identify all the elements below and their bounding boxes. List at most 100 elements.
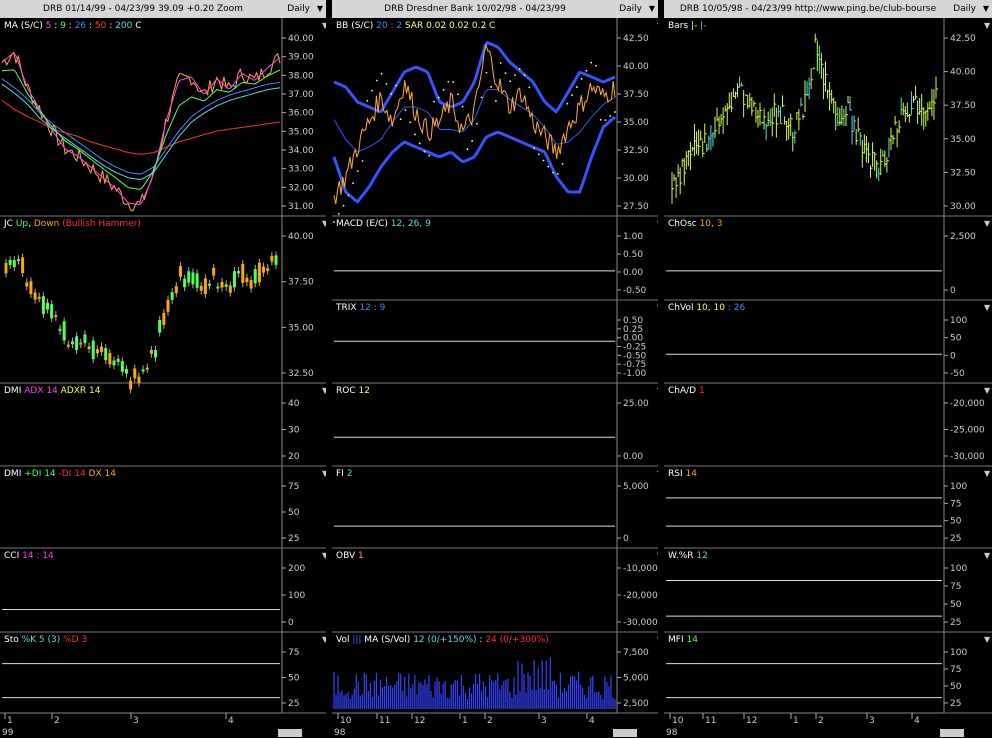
panel-menu-icon[interactable]: ▼ (657, 551, 658, 560)
sar-dot (342, 204, 345, 207)
period-select[interactable]: Daily (619, 4, 642, 14)
sar-dot (433, 100, 435, 103)
panel-bb[interactable]: ▼ BB (S/C) 20 : 2 SAR 0.02 0.02 0.2 C 42.… (332, 21, 658, 223)
y-tick-label: 25 (288, 534, 299, 544)
panel-ma[interactable]: ▼ MA (S/C) 5 : 9 : 26 : 50 : 200 C 40.00 3… (0, 21, 326, 217)
candle-body (237, 271, 241, 274)
y-tick-label: 100 (950, 564, 967, 574)
sar-dot (518, 68, 521, 70)
candle-body (50, 304, 54, 319)
panel-menu-icon[interactable]: ▼ (984, 21, 991, 30)
panel-title-part: %D 3 (60, 635, 87, 645)
period-select[interactable]: Daily (287, 4, 310, 14)
chart-window-c3: DRB 10/05/98 - 04/23/99 http://www.ping.… (664, 0, 992, 738)
chevron-down-icon[interactable]: ▼ (982, 4, 989, 13)
panel-title-part: Down (34, 219, 60, 229)
window-titlebar[interactable]: DRB 10/05/98 - 04/23/99 http://www.ping.… (664, 0, 992, 18)
panel-chvol[interactable]: ▼ ChVol 10, 10 : 26 100 50 0 -50 (664, 0, 992, 384)
chevron-down-icon[interactable]: ▼ (648, 4, 655, 13)
ma26-line (1, 78, 281, 175)
sar-dot (390, 93, 393, 95)
panel-menu-icon[interactable]: ▼ (322, 551, 326, 560)
sar-dot (366, 99, 369, 102)
panel-title-part: 12 (358, 386, 369, 396)
panel-menu-icon[interactable]: ▼ (984, 469, 991, 478)
candle-body (116, 358, 120, 362)
panel-menu-icon[interactable]: ▼ (657, 303, 658, 312)
panel-roc[interactable]: ▼ ROC 12 25.00 0.00 (332, 0, 658, 467)
sar-dot (490, 85, 493, 88)
scroll-handle[interactable] (613, 729, 637, 737)
chevron-down-icon[interactable]: ▼ (316, 4, 323, 13)
x-tick-label: 1 (793, 716, 799, 726)
panel-menu-icon[interactable]: ▼ (322, 21, 326, 30)
panel-vol[interactable]: ▼ Vol ||| MA (S/Vol) 12 (0/+150%) : 24 (0… (332, 0, 658, 714)
panel-dmi2[interactable]: ▼ DMI +DI 14 -DI 14 DX 14 75 50 25 (0, 0, 326, 549)
y-tick-label: 0.00 (623, 334, 643, 344)
y-tick-label: -1.00 (623, 369, 647, 379)
panel-title-part: 5 (46, 21, 52, 31)
panel-obv[interactable]: ▼ OBV 1 -10,000 -20,000 -30,000 (332, 0, 658, 633)
period-select[interactable]: Daily (953, 4, 976, 14)
panel-bars[interactable]: ▼ Bars |- |- 42.50 40.00 37.50 35.00 32.50 30.0… (664, 21, 992, 217)
y-tick-label: 33.00 (288, 165, 314, 175)
y-tick-label: 7,500 (623, 648, 649, 658)
y-tick-label: 40.00 (288, 34, 314, 44)
panel-title: MA (S/C) 5 : 9 : 26 : 50 : 200 C (4, 21, 141, 31)
panel-menu-icon[interactable]: ▼ (322, 386, 326, 395)
y-tick-label: 40 (288, 399, 300, 409)
panel-chad[interactable]: ▼ ChA/D 1 -20,000 -25,000 -30,000 (664, 0, 992, 467)
panel-menu-icon[interactable]: ▼ (657, 469, 658, 478)
panel-title-part: : (51, 21, 60, 31)
candle-body (120, 361, 124, 372)
panel-cci[interactable]: ▼ CCI 14 : 14 200 100 0 (0, 0, 326, 633)
bb-mid (333, 89, 616, 153)
panel-trix[interactable]: ▼TRIX 12 : 90.500.250.00-0.25-0.50-0.75-… (332, 0, 658, 384)
x-year-label: 98 (334, 728, 346, 738)
panel-jc[interactable]: ▼ JC Up, Down (Bullish Hammer) 40.00 37.50 3… (0, 219, 326, 394)
panel-title-part: ChVol (668, 303, 696, 313)
panel-menu-icon[interactable]: ▼ (984, 551, 991, 560)
panel-menu-icon[interactable]: ▼ (984, 303, 991, 312)
candle-body (191, 272, 195, 285)
panel-menu-icon[interactable]: ▼ (657, 21, 658, 30)
panel-menu-icon[interactable]: ▼ (657, 635, 658, 644)
scroll-handle[interactable] (940, 729, 964, 737)
panel-title-part: 1 (699, 386, 705, 396)
panel-menu-icon[interactable]: ▼ (322, 469, 326, 478)
candle-body (203, 278, 207, 294)
bb-lower (332, 115, 616, 204)
window-titlebar[interactable]: DRB Dresdner Bank 10/02/98 - 04/23/99 Dai… (332, 0, 658, 18)
sar-dot (414, 133, 416, 136)
panel-macd[interactable]: ▼ MACD (E/C) 12, 26, 9 1.00 0.50 0.00 -0.50 (332, 0, 658, 301)
ma50-line (1, 99, 281, 155)
panel-fi[interactable]: ▼ FI 2 5,000 0 (332, 0, 658, 549)
panel-title-part: MA (S/Vol) (361, 635, 413, 645)
panel-chosc[interactable]: ▼ ChOsc 10, 3 2,500 0 (664, 0, 992, 301)
sar-dot (566, 102, 569, 105)
panel-menu-icon[interactable]: ▼ (322, 635, 326, 644)
sar-dot (523, 74, 526, 77)
window-titlebar[interactable]: DRB 01/14/99 - 04/23/99 39.09 +0.20 Zoom… (0, 0, 326, 18)
candle-body (228, 285, 232, 293)
panel-menu-icon[interactable]: ▼ (984, 386, 991, 395)
candle-body (199, 285, 203, 291)
x-tick-label: 11 (705, 716, 716, 726)
scroll-handle[interactable] (278, 729, 302, 737)
panel-menu-icon[interactable]: ▼ (984, 635, 991, 644)
panel-menu-icon[interactable]: ▼ (657, 386, 658, 395)
panel-menu-icon[interactable]: ▼ (984, 219, 991, 228)
panel-title-part: 14 (685, 469, 697, 479)
panel-menu-icon[interactable]: ▼ (657, 219, 658, 228)
candle-body (129, 380, 133, 390)
panel-dmi1[interactable]: ▼ DMI ADX 14 ADXR 14 40 30 20 (0, 0, 326, 467)
y-tick-label: 25 (288, 699, 299, 709)
sar-dot (585, 69, 588, 72)
y-tick-label: 27.50 (623, 202, 649, 212)
x-tick-label: 4 (589, 716, 595, 726)
panel-menu-icon[interactable]: ▼ (322, 219, 326, 228)
